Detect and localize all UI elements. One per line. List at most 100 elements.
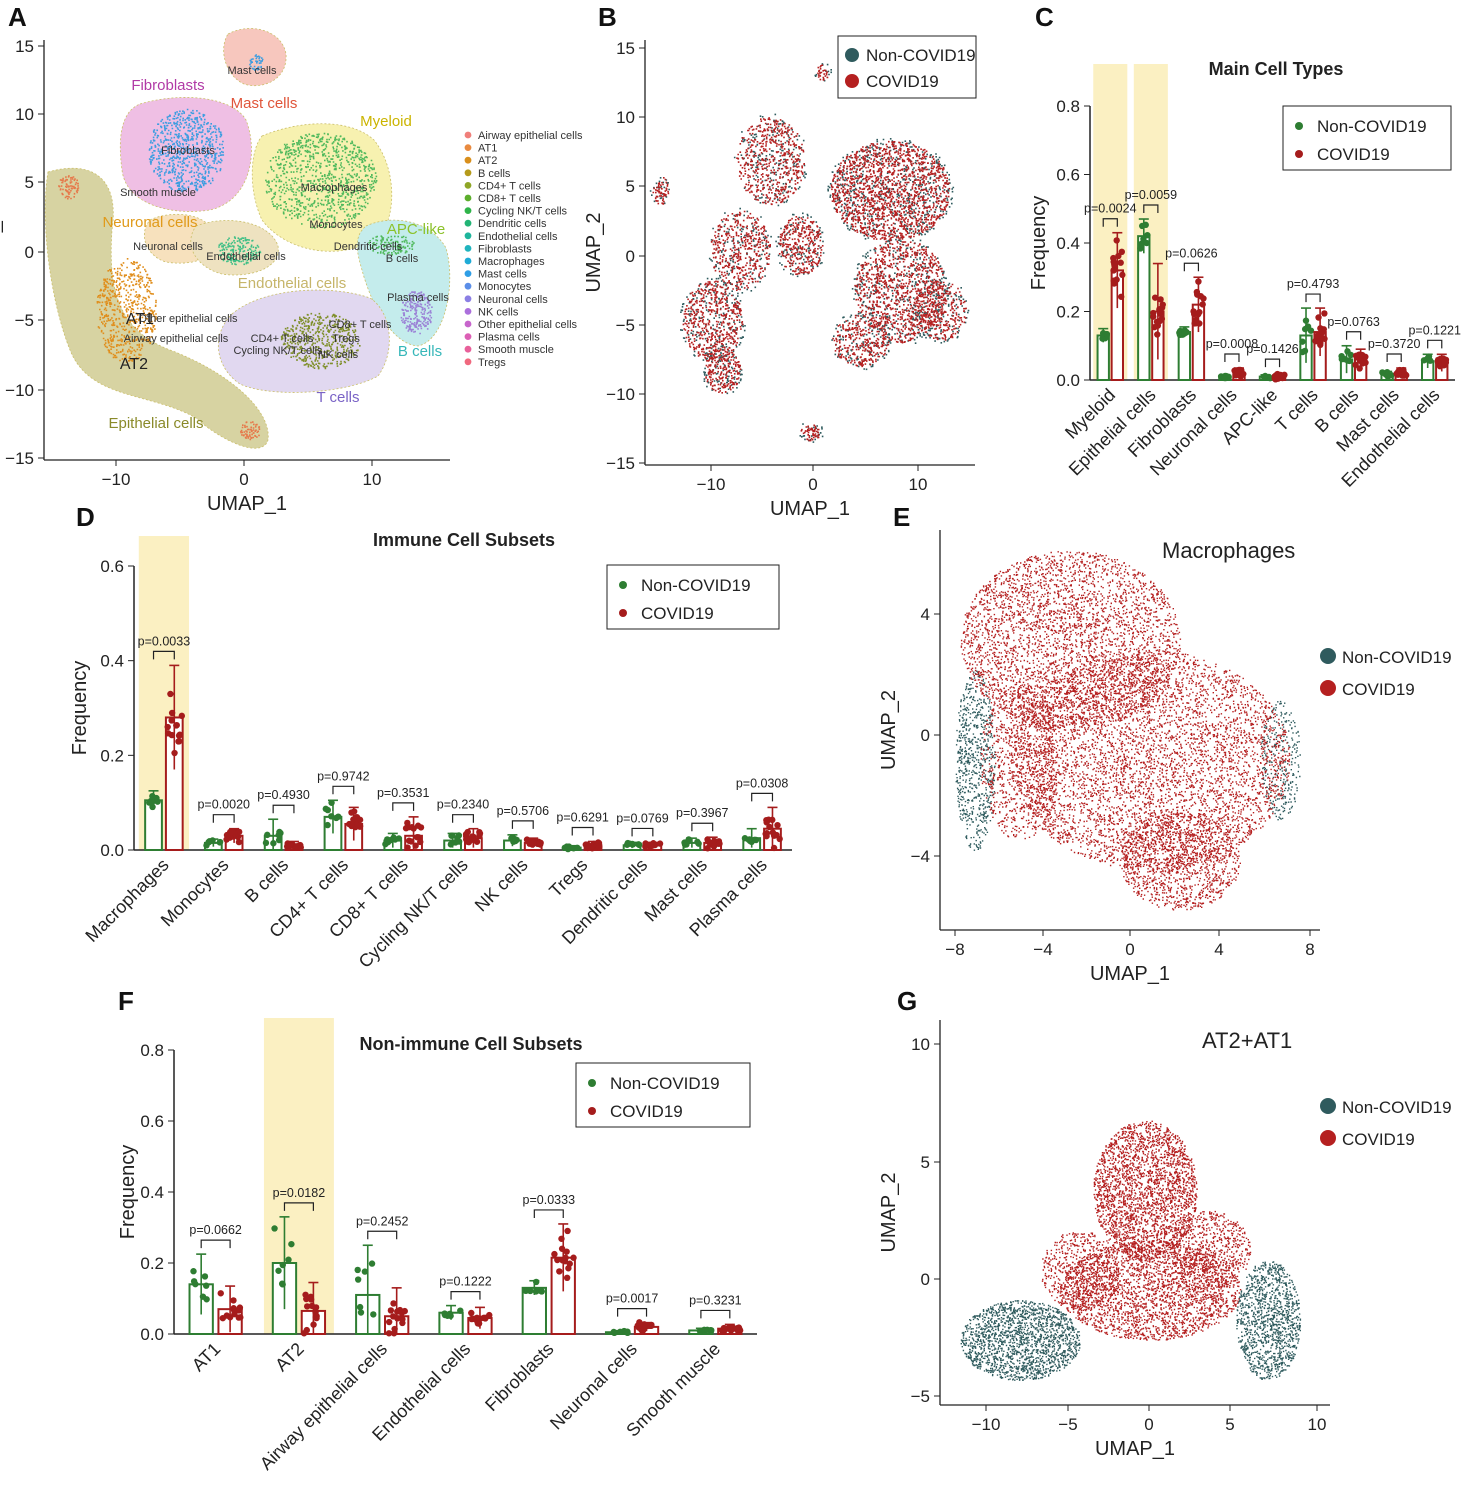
data-point bbox=[705, 839, 713, 846]
panel-e-umap: −8 −4 0 4 8 4 0 −4 UMAP_1 UMAP_2 Macrophages Non-CO… bbox=[878, 530, 1452, 985]
data-point bbox=[527, 1287, 534, 1295]
p-value-label: p=0.0333 bbox=[523, 1193, 576, 1207]
y-tick-label: 0 bbox=[921, 1270, 930, 1289]
data-point bbox=[1395, 369, 1402, 376]
chart-title: Non-immune Cell Subsets bbox=[359, 1034, 582, 1054]
data-point bbox=[470, 836, 477, 844]
legend-label: COVID19 bbox=[641, 604, 714, 623]
cluster-label: Endothelial cells bbox=[206, 251, 286, 263]
data-point bbox=[624, 1329, 631, 1337]
p-value-label: p=0.0662 bbox=[189, 1223, 242, 1237]
group-label: T cells bbox=[316, 389, 359, 406]
legend-label: COVID19 bbox=[610, 1102, 683, 1121]
legend-dot bbox=[588, 1107, 596, 1115]
data-point bbox=[681, 839, 688, 846]
non-covid-cells bbox=[912, 279, 970, 344]
p-value-label: p=0.1221 bbox=[1408, 323, 1461, 337]
data-point bbox=[1151, 323, 1158, 331]
category-label: T cells bbox=[1271, 385, 1322, 436]
non-covid-cells bbox=[955, 670, 996, 851]
y-tick-label: 10 bbox=[616, 108, 635, 127]
data-point bbox=[1197, 292, 1204, 300]
legend-swatch bbox=[464, 320, 472, 328]
significance-bracket bbox=[367, 1230, 398, 1240]
data-point bbox=[441, 1310, 448, 1317]
data-point bbox=[176, 731, 184, 738]
p-value-label: p=0.4793 bbox=[1287, 277, 1340, 291]
data-point bbox=[356, 816, 364, 824]
data-point bbox=[1441, 359, 1448, 366]
data-point bbox=[570, 1254, 577, 1261]
data-point bbox=[417, 824, 425, 831]
data-point bbox=[205, 839, 212, 846]
panel-g-umap: −10 −5 0 5 10 10 5 0 −5 UMAP_1 UMAP_2 AT2+AT1 Non-CO… bbox=[878, 1020, 1452, 1460]
legend-box bbox=[575, 1062, 751, 1128]
y-tick-label: 0.0 bbox=[140, 1325, 164, 1344]
legend-dot bbox=[845, 74, 859, 88]
data-point bbox=[1436, 362, 1444, 370]
data-point bbox=[611, 1329, 618, 1337]
data-point bbox=[328, 799, 335, 806]
significance-bracket bbox=[1427, 339, 1443, 349]
data-point bbox=[1299, 338, 1306, 345]
data-point bbox=[462, 831, 470, 838]
significance-bracket bbox=[152, 650, 175, 660]
data-point bbox=[1196, 308, 1203, 316]
data-point bbox=[404, 844, 411, 851]
cluster-label: Mast cells bbox=[228, 65, 277, 77]
cluster-label: Neuronal cells bbox=[133, 241, 203, 253]
data-point bbox=[476, 832, 483, 839]
cluster-label: Other epithelial cells bbox=[138, 313, 238, 325]
data-point bbox=[264, 831, 271, 839]
data-point bbox=[164, 723, 171, 731]
covid-cells bbox=[980, 680, 1060, 840]
non-covid-cells bbox=[703, 345, 743, 395]
p-value-label: p=0.0769 bbox=[616, 811, 669, 825]
legend-label: Tregs bbox=[478, 357, 506, 369]
y-tick-label: 0 bbox=[626, 247, 635, 266]
x-tick-label: −10 bbox=[972, 1415, 1001, 1434]
p-value-label: p=0.0626 bbox=[1165, 246, 1218, 260]
data-point bbox=[1159, 301, 1166, 308]
data-point bbox=[468, 1309, 475, 1317]
non-covid-cells bbox=[1261, 700, 1301, 821]
covid-cells bbox=[652, 177, 670, 205]
data-point bbox=[395, 835, 403, 842]
p-value-label: p=0.0033 bbox=[138, 634, 191, 648]
data-point bbox=[640, 1326, 647, 1334]
data-point bbox=[774, 821, 781, 829]
category-label: B cells bbox=[241, 855, 293, 907]
data-point bbox=[447, 841, 455, 848]
covid-cells bbox=[682, 280, 744, 361]
at-cluster bbox=[96, 258, 158, 363]
data-point bbox=[390, 1300, 397, 1307]
data-point bbox=[1302, 317, 1310, 324]
p-value-label: p=0.1222 bbox=[439, 1275, 492, 1289]
data-point bbox=[307, 1296, 315, 1303]
legend-label: CD8+ T cells bbox=[478, 193, 541, 205]
y-tick-label: 0 bbox=[921, 726, 930, 745]
data-point bbox=[356, 1303, 364, 1311]
p-value-label: p=0.0763 bbox=[1327, 315, 1380, 329]
legend-swatch bbox=[464, 194, 472, 202]
y-tick-label: 0.6 bbox=[140, 1112, 164, 1131]
data-point bbox=[1232, 372, 1240, 379]
data-point bbox=[312, 1309, 319, 1316]
y-tick-label: −5 bbox=[911, 1387, 930, 1406]
non-covid-cells bbox=[680, 277, 746, 363]
data-point bbox=[275, 836, 283, 844]
x-tick-label: 8 bbox=[1305, 940, 1314, 959]
chart-title: Immune Cell Subsets bbox=[373, 530, 555, 550]
data-point bbox=[168, 709, 176, 717]
data-point bbox=[763, 816, 770, 824]
legend-label: Monocytes bbox=[478, 281, 532, 293]
umap-a-xlabel: UMAP_1 bbox=[207, 493, 287, 515]
data-point bbox=[455, 832, 463, 839]
data-point bbox=[149, 803, 156, 811]
small-cluster-bottom bbox=[240, 421, 261, 441]
data-point bbox=[720, 1324, 728, 1332]
y-tick-label: 0.0 bbox=[100, 841, 124, 860]
legend-dot bbox=[845, 48, 859, 62]
data-point bbox=[561, 844, 568, 852]
